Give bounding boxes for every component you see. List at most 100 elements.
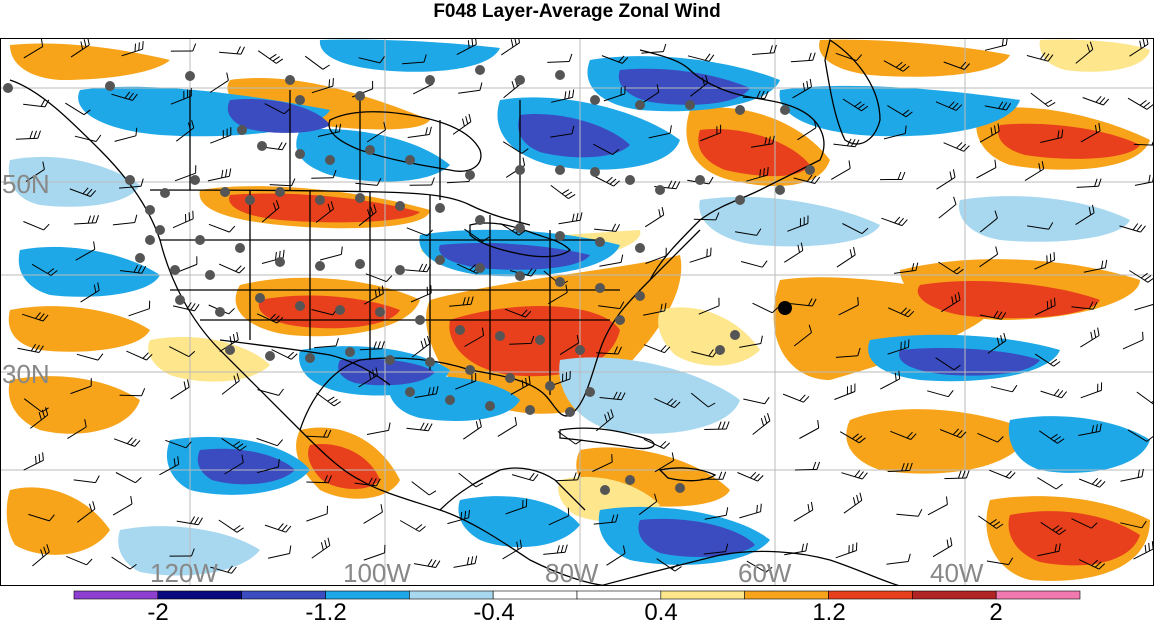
- wind-barb-flag: [97, 282, 100, 291]
- wind-barb-flag: [381, 341, 385, 349]
- wind-barb: [224, 462, 244, 475]
- wind-barb-flag: [954, 294, 958, 303]
- wind-barb-flag: [35, 312, 41, 319]
- wind-barb-flag: [370, 206, 374, 215]
- wind-barb-flag: [1061, 391, 1067, 399]
- station-dot: [425, 357, 435, 367]
- wind-barb-flag: [514, 416, 517, 425]
- wind-barb-flag: [854, 139, 860, 148]
- wind-barb-flag: [333, 401, 341, 407]
- wind-barb-flag: [97, 353, 104, 361]
- wind-barb-flag: [1053, 252, 1055, 261]
- station-dot: [237, 125, 247, 135]
- wind-barb: [256, 437, 278, 447]
- wind-barb-flag: [556, 545, 560, 554]
- wind-barb: [406, 227, 428, 237]
- wind-barb-flag: [466, 296, 470, 305]
- station-dot: [220, 187, 230, 197]
- neg-band-s-atlantic: [1008, 416, 1150, 473]
- wind-barb-flag: [1055, 483, 1063, 490]
- wind-barb-flag: [671, 563, 679, 570]
- wind-barb-flag: [1009, 472, 1016, 479]
- wind-barb-flag: [960, 61, 967, 69]
- wind-barb: [548, 292, 568, 305]
- wind-barb-flag: [521, 148, 529, 154]
- wind-barb-flag: [859, 492, 863, 501]
- wind-barb-flag: [664, 346, 671, 354]
- wind-barb-flag: [1057, 130, 1060, 139]
- wind-barb-flag: [1143, 102, 1151, 108]
- wind-barb-flag: [1099, 97, 1106, 105]
- wind-barb: [835, 52, 857, 62]
- wind-barb: [1037, 477, 1057, 490]
- wind-barb-flag: [571, 213, 575, 222]
- wind-barb-flag: [475, 421, 479, 430]
- wind-barb-flag: [1091, 522, 1098, 529]
- colorbar-label-neg1-2: -1.2: [305, 599, 346, 622]
- wind-barb-flag: [897, 171, 902, 180]
- wind-barb-flag: [431, 177, 435, 186]
- sneg-6: [638, 518, 755, 557]
- wind-barb-flag: [324, 539, 328, 548]
- wind-barb-flag: [1091, 478, 1099, 485]
- wind-barb-flag: [83, 109, 91, 116]
- wind-barb: [67, 426, 87, 440]
- wind-barb-flag: [197, 517, 203, 525]
- wind-barb-flag: [811, 298, 817, 307]
- wind-barb: [979, 253, 998, 268]
- station-dot: [805, 165, 815, 175]
- station-dot: [625, 475, 635, 485]
- wind-barb-flag: [956, 142, 963, 149]
- wind-barb: [28, 513, 50, 522]
- wind-barb-flag: [471, 38, 474, 47]
- wind-barb-flag: [1050, 433, 1058, 440]
- station-dot: [655, 185, 665, 195]
- wind-barb: [896, 513, 919, 517]
- wind-barb-flag: [861, 105, 869, 112]
- wind-barb-flag: [80, 41, 84, 50]
- wind-barb-flag: [617, 391, 622, 400]
- wind-barb-flag: [90, 190, 97, 197]
- wind-barb-flag: [622, 57, 629, 64]
- wind-barb-flag: [1090, 331, 1093, 340]
- wind-barb-flag: [662, 43, 667, 52]
- wind-barb-flag: [994, 125, 997, 134]
- wind-barb: [606, 552, 626, 566]
- station-dot: [515, 271, 525, 281]
- station-dot: [495, 331, 505, 341]
- station-dot: [185, 71, 195, 81]
- wind-barb-flag: [50, 270, 58, 276]
- wind-barb: [944, 477, 967, 480]
- wind-barb-flag: [797, 244, 800, 253]
- wind-barb-flag: [1141, 468, 1144, 477]
- wind-barb-flag: [659, 440, 667, 448]
- wind-barb-flag: [1003, 332, 1007, 341]
- wind-barb: [793, 332, 812, 347]
- station-dot: [3, 83, 13, 93]
- wind-barb-flag: [1093, 329, 1097, 338]
- pos-band-pacific-w: [8, 306, 150, 352]
- wind-barb: [111, 556, 131, 570]
- wind-barb-flag: [1151, 400, 1154, 404]
- wind-barb: [363, 511, 383, 524]
- wind-barb-flag: [671, 180, 677, 189]
- wind-barb-flag: [1047, 54, 1054, 62]
- wind-barb-flag: [275, 58, 284, 64]
- wind-barb: [990, 386, 1013, 393]
- wind-barb-flag: [289, 545, 292, 554]
- wind-barb-flag: [760, 90, 765, 99]
- wind-barb-flag: [1043, 53, 1050, 61]
- station-dot: [355, 91, 365, 101]
- wind-barb-flag: [462, 118, 465, 127]
- wind-barb-flag: [330, 398, 338, 404]
- wind-barb-flag: [282, 249, 285, 258]
- wind-barb-flag: [851, 433, 859, 440]
- wind-barb-flag: [1058, 543, 1061, 552]
- wind-barb-flag: [1101, 260, 1104, 269]
- wind-barb-flag: [806, 80, 809, 89]
- wind-barb-flag: [993, 310, 999, 318]
- wind-barb: [735, 231, 757, 236]
- wind-barb-flag: [47, 268, 55, 274]
- wind-barb-flag: [126, 437, 133, 445]
- station-dot: [355, 193, 365, 203]
